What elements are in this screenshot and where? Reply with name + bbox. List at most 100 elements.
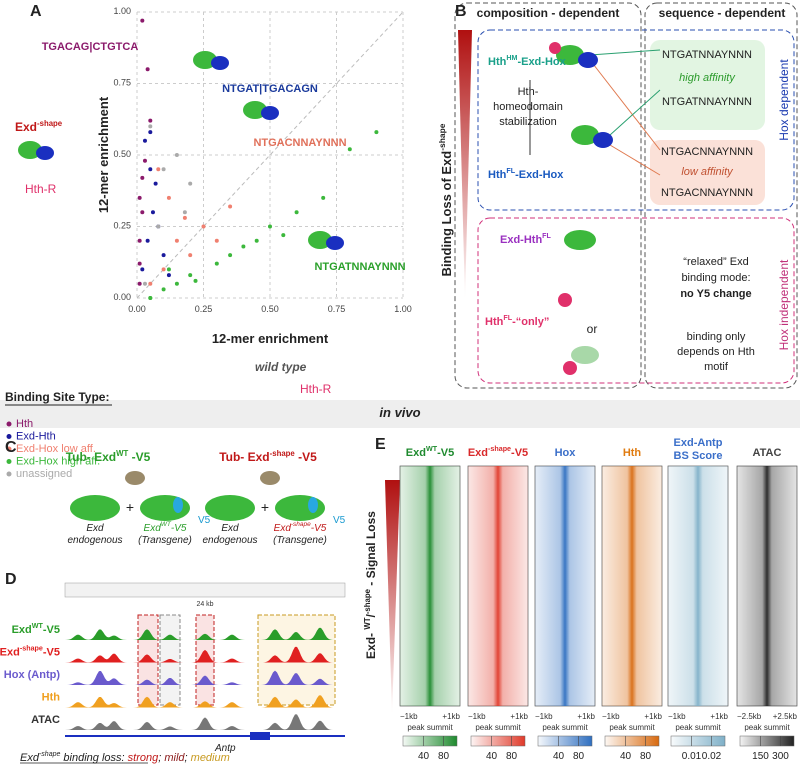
text-part: + — [126, 499, 134, 515]
label: V5 — [333, 515, 346, 526]
x-axis-label: 12-mer enrichment — [212, 331, 329, 346]
protein-icon — [578, 52, 598, 68]
label: endogenous — [67, 535, 122, 546]
label: no Y5 change — [680, 288, 751, 300]
text-part: Exd-Antp — [674, 437, 723, 449]
text-part: 0.00 — [113, 292, 131, 302]
label: NTGACNNAYNNN — [661, 146, 753, 158]
text-part: −1kb — [535, 712, 553, 721]
text-part: binding mode: — [681, 272, 750, 284]
point — [148, 118, 153, 123]
colorbar — [537, 735, 593, 747]
track-signal — [65, 646, 345, 663]
legend-marker — [6, 434, 12, 439]
track-label: Hox (Antp) — [4, 669, 61, 681]
superscript: WT — [363, 617, 372, 629]
colorbar-label: 0.02 — [702, 751, 722, 762]
legend-marker — [6, 459, 12, 464]
section-band — [0, 400, 800, 428]
text-part: NTGACNNAYNNN — [661, 187, 753, 199]
text-part: ATAC — [31, 714, 60, 726]
text-part: -V5 — [437, 447, 454, 459]
track-signal — [65, 627, 345, 640]
column-title: ATAC — [753, 447, 782, 459]
text-part: V5 — [198, 515, 211, 526]
text-part: NTGATNNAYNNN — [662, 96, 752, 108]
label: Tub- ExdWT -V5 — [66, 449, 151, 465]
text-part: 0.50 — [261, 304, 279, 314]
high-affinity-box — [650, 40, 765, 130]
point — [166, 267, 171, 272]
label: E — [375, 436, 386, 453]
text-part: 0.25 — [113, 221, 131, 231]
text-part: strong — [128, 752, 159, 764]
text-part: Tub- Exd — [66, 450, 116, 464]
text-part: D — [5, 571, 17, 588]
text-part: 1.00 — [113, 6, 131, 16]
text-part: Exd — [274, 523, 292, 534]
label: V5 — [198, 515, 211, 526]
text-part: Hth — [488, 169, 507, 181]
fly-icon — [260, 471, 280, 485]
label: NTGACNNAYNNN — [661, 187, 753, 199]
point — [142, 281, 147, 286]
y-tick-label: 0.00 — [113, 292, 131, 302]
x-tick-label: 0.25 — [195, 304, 213, 314]
text-part: medium — [191, 752, 230, 764]
label: ExdWT-V5 — [144, 521, 187, 533]
point — [140, 210, 145, 215]
text-part: 40 — [553, 751, 565, 762]
point — [137, 195, 142, 200]
colorbar — [402, 735, 458, 747]
protein-icon — [571, 346, 599, 364]
text-part: 24 kb — [196, 601, 213, 608]
text-part: 40 — [418, 751, 430, 762]
text-part: peak summit — [675, 723, 721, 732]
text-part: : — [122, 752, 128, 764]
point — [137, 238, 142, 243]
text-part: “relaxed” Exd — [683, 256, 748, 268]
label: Binding Loss of Exd-shape — [437, 123, 454, 276]
text-part: NTGACNNAYNNN — [253, 137, 346, 149]
label: +1kb — [577, 712, 595, 721]
text-part: −1kb — [400, 712, 418, 721]
label: B — [455, 3, 467, 20]
label: HthHM-Exd-Hox — [488, 54, 567, 68]
text-part: endogenous — [67, 535, 122, 546]
text-part: +1kb — [510, 712, 528, 721]
label: +2.5kb — [773, 712, 798, 721]
column-title: Hth — [623, 447, 642, 459]
label: (Transgene) — [273, 535, 327, 546]
label: motif — [704, 361, 729, 373]
text-part: ; — [185, 752, 191, 764]
text-part: -Exd-Hox — [515, 169, 564, 181]
legend-entry: Exd-Hox high aff. — [16, 455, 100, 467]
text-part: sequence - dependent — [659, 6, 786, 20]
gene-exon — [250, 732, 270, 740]
label: −1kb — [400, 712, 418, 721]
text-part: stabilization — [499, 116, 556, 128]
text-part: Exd — [144, 523, 162, 534]
text-part: -V5 — [43, 624, 60, 636]
superscript: WT — [161, 521, 172, 528]
point — [294, 210, 299, 215]
column-title: ExdWT-V5 — [406, 445, 454, 459]
motif: NTGAT|TGACAGN — [222, 83, 318, 95]
text-part: NTGAT|TGACAGN — [222, 83, 318, 95]
diagonal — [136, 11, 404, 299]
point — [137, 281, 142, 286]
point — [150, 210, 155, 215]
point — [347, 147, 352, 152]
text-part: Exd — [86, 523, 104, 534]
text-part: −1kb — [602, 712, 620, 721]
superscript: WT — [116, 449, 128, 458]
protein-icon — [556, 45, 584, 65]
y-tick-label: 0.75 — [113, 78, 131, 88]
text-part: Exd — [468, 447, 488, 459]
y-tick-label: 0.25 — [113, 221, 131, 231]
label: A — [30, 3, 42, 20]
point — [142, 158, 147, 163]
text-part: +1kb — [710, 712, 728, 721]
legend-title: Binding Site Type: — [5, 390, 109, 404]
text-part: BS Score — [674, 450, 723, 462]
